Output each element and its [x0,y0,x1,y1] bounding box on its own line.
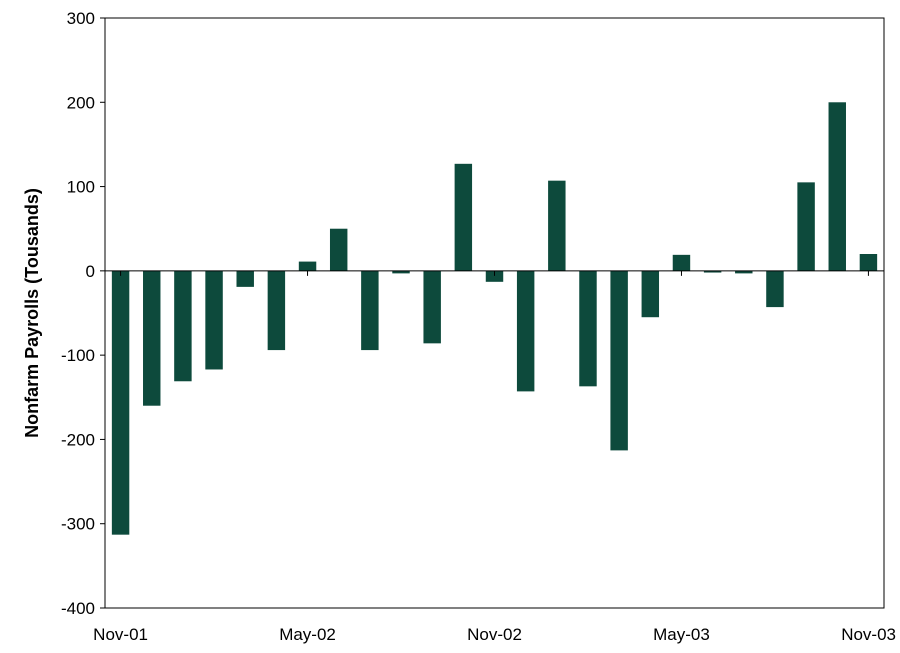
x-tick-label: Nov-01 [93,625,148,644]
x-tick-label: May-03 [653,625,710,644]
y-tick-label: 300 [67,9,95,28]
bar-may-02 [298,261,317,271]
bar-feb-03 [579,270,597,387]
y-tick-label: 200 [67,93,95,112]
bar-mar-03 [610,270,628,451]
bar-jul-03 [735,270,753,274]
x-axis-ticks [120,270,869,276]
bar-nov-02 [485,270,504,282]
bar-jan-02 [174,270,192,382]
bar-apr-03 [641,270,660,318]
x-tick-label: May-02 [279,625,336,644]
bar-aug-03 [766,270,784,308]
bar-apr-02 [267,270,286,351]
bar-sep-02 [423,270,441,344]
bar-feb-02 [205,270,223,370]
bar-nov-01 [111,270,130,535]
bar-jul-02 [361,270,379,351]
y-axis-title: Nonfarm Payrolls (Tousands) [22,188,42,438]
bar-may-03 [672,254,691,271]
bar-jun-02 [329,228,348,271]
x-tick-label: Nov-03 [841,625,896,644]
y-tick-label: -200 [61,430,95,449]
bar-sep-03 [797,182,815,271]
bar-dec-02 [516,270,535,392]
y-tick-label: 0 [86,262,95,281]
bar-jan-03 [548,180,566,271]
y-tick-label: -100 [61,346,95,365]
bar-dec-01 [143,270,161,406]
bar-mar-02 [236,270,254,287]
x-tick-label: Nov-02 [467,625,522,644]
bar-aug-02 [392,270,410,274]
y-tick-label: -300 [61,515,95,534]
y-axis-ticks [100,17,105,609]
bar-oct-03 [828,102,846,271]
plot-area-frame [104,17,885,609]
y-tick-label: -400 [61,599,95,618]
bar-oct-02 [454,163,473,271]
x-axis-tick-labels: Nov-01 May-02 Nov-02 May-03 Nov-03 [93,625,896,644]
y-tick-label: 100 [67,178,95,197]
bar-nov-03 [859,254,878,271]
bar-group [111,102,878,535]
bar-jun-03 [703,270,722,273]
y-axis-tick-labels: 300 200 100 0 -100 -200 -300 -400 [61,9,95,618]
